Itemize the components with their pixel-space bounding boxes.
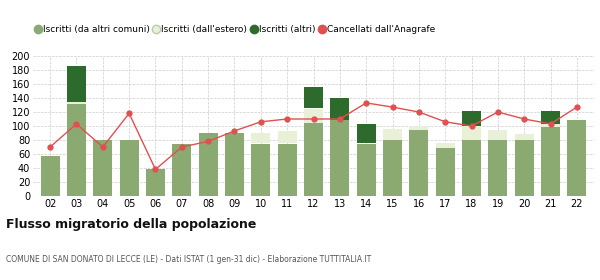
Bar — [199, 133, 218, 196]
Bar — [356, 124, 376, 143]
Text: COMUNE DI SAN DONATO DI LECCE (LE) - Dati ISTAT (1 gen-31 dic) - Elaborazione TU: COMUNE DI SAN DONATO DI LECCE (LE) - Dat… — [6, 255, 371, 264]
Bar — [383, 140, 402, 196]
Bar — [515, 140, 533, 196]
Bar — [331, 120, 349, 196]
Bar — [436, 143, 455, 148]
Bar — [515, 134, 533, 140]
Bar — [67, 104, 86, 196]
Bar — [436, 148, 455, 196]
Bar — [356, 143, 376, 196]
Bar — [146, 169, 165, 196]
Bar — [304, 109, 323, 123]
Bar — [383, 129, 402, 140]
Bar — [409, 129, 428, 196]
Bar — [225, 133, 244, 196]
Legend: Iscritti (da altri comuni), Iscritti (dall'estero), Iscritti (altri), Cancellati: Iscritti (da altri comuni), Iscritti (da… — [32, 21, 439, 38]
Bar — [304, 87, 323, 108]
Bar — [488, 130, 508, 140]
Bar — [251, 133, 271, 143]
Bar — [41, 156, 59, 196]
Bar — [67, 102, 86, 104]
Bar — [251, 143, 271, 196]
Bar — [67, 66, 86, 102]
Bar — [304, 123, 323, 196]
Text: Flusso migratorio della popolazione: Flusso migratorio della popolazione — [6, 218, 256, 231]
Bar — [462, 140, 481, 196]
Bar — [119, 140, 139, 196]
Bar — [409, 126, 428, 129]
Bar — [331, 98, 349, 120]
Bar — [94, 140, 112, 196]
Bar — [172, 143, 191, 196]
Bar — [568, 120, 586, 196]
Bar — [541, 111, 560, 124]
Bar — [462, 111, 481, 126]
Bar — [278, 131, 296, 143]
Bar — [278, 143, 296, 196]
Bar — [541, 124, 560, 127]
Bar — [488, 140, 508, 196]
Bar — [541, 127, 560, 196]
Bar — [462, 126, 481, 140]
